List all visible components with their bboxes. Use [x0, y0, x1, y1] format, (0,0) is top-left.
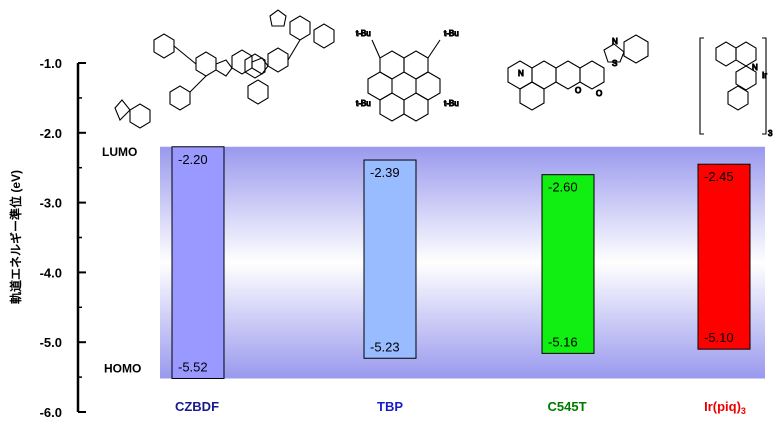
- homo-value-label: -5.52: [178, 359, 208, 374]
- tbp-substituent-label: t-Bu: [356, 29, 371, 38]
- bar-labels-group: -2.20 -5.52 -2.39 -5.23 -2.60 -5.16 -2.45 -5.10: [178, 152, 734, 375]
- bar-c545t: [541, 174, 595, 354]
- irpiq-structure-image: N Ir 3: [699, 37, 774, 139]
- y-tick-label: -5.0: [40, 335, 62, 350]
- category-label: C545T: [547, 399, 586, 414]
- irpiq-n-atom: N: [752, 63, 758, 72]
- homo-value-label: -5.23: [370, 339, 400, 354]
- y-axis: -1.0 -2.0 -3.0 -4.0 -5.0 -6.0: [40, 56, 86, 420]
- c545t-n-atom: N: [612, 37, 618, 46]
- lumo-value-label: -2.20: [178, 152, 208, 167]
- tbp-substituent-label: t-Bu: [444, 29, 459, 38]
- tbp-structure-image: t-Bu t-Bu t-Bu t-Bu: [355, 28, 459, 122]
- y-axis-title: 軌道エネルギー準位 (eV): [8, 170, 23, 304]
- c545t-o-atom: O: [596, 89, 602, 98]
- tbp-substituent-label: t-Bu: [356, 99, 371, 108]
- c545t-s-atom: S: [612, 59, 617, 68]
- category-labels-group: CZBDF TBP C545T Ir(piq)3: [175, 399, 746, 416]
- lumo-value-label: -2.45: [704, 169, 734, 184]
- category-label: Ir(piq)3: [704, 399, 746, 416]
- bar-tbp: [363, 159, 417, 359]
- y-tick-label: -2.0: [40, 126, 62, 141]
- tbp-substituent-label: t-Bu: [444, 99, 459, 108]
- bars-group: [171, 146, 751, 379]
- czbdf-structure-image: [114, 9, 335, 129]
- homo-label: HOMO: [104, 361, 141, 375]
- c545t-n-atom: N: [518, 69, 524, 78]
- homo-value-label: -5.10: [704, 330, 734, 345]
- bar-irpiq3: [697, 163, 751, 350]
- lumo-label: LUMO: [102, 145, 137, 159]
- y-tick-label: -4.0: [40, 265, 62, 280]
- c545t-o-atom: O: [575, 86, 581, 95]
- category-label: TBP: [377, 399, 403, 414]
- y-tick-label: -1.0: [40, 56, 62, 71]
- irpiq-subscript: 3: [768, 129, 773, 138]
- lumo-value-label: -2.39: [370, 165, 400, 180]
- bar-czbdf: [171, 146, 225, 379]
- irpiq-ir-atom: Ir: [762, 71, 767, 80]
- homo-value-label: -5.16: [548, 334, 578, 349]
- c545t-structure-image: N O O N S: [507, 34, 649, 111]
- y-tick-label: -6.0: [40, 405, 62, 420]
- y-tick-label: -3.0: [40, 196, 62, 211]
- lumo-value-label: -2.60: [548, 180, 578, 195]
- energy-gap-band: [160, 146, 765, 379]
- category-label: CZBDF: [175, 399, 219, 414]
